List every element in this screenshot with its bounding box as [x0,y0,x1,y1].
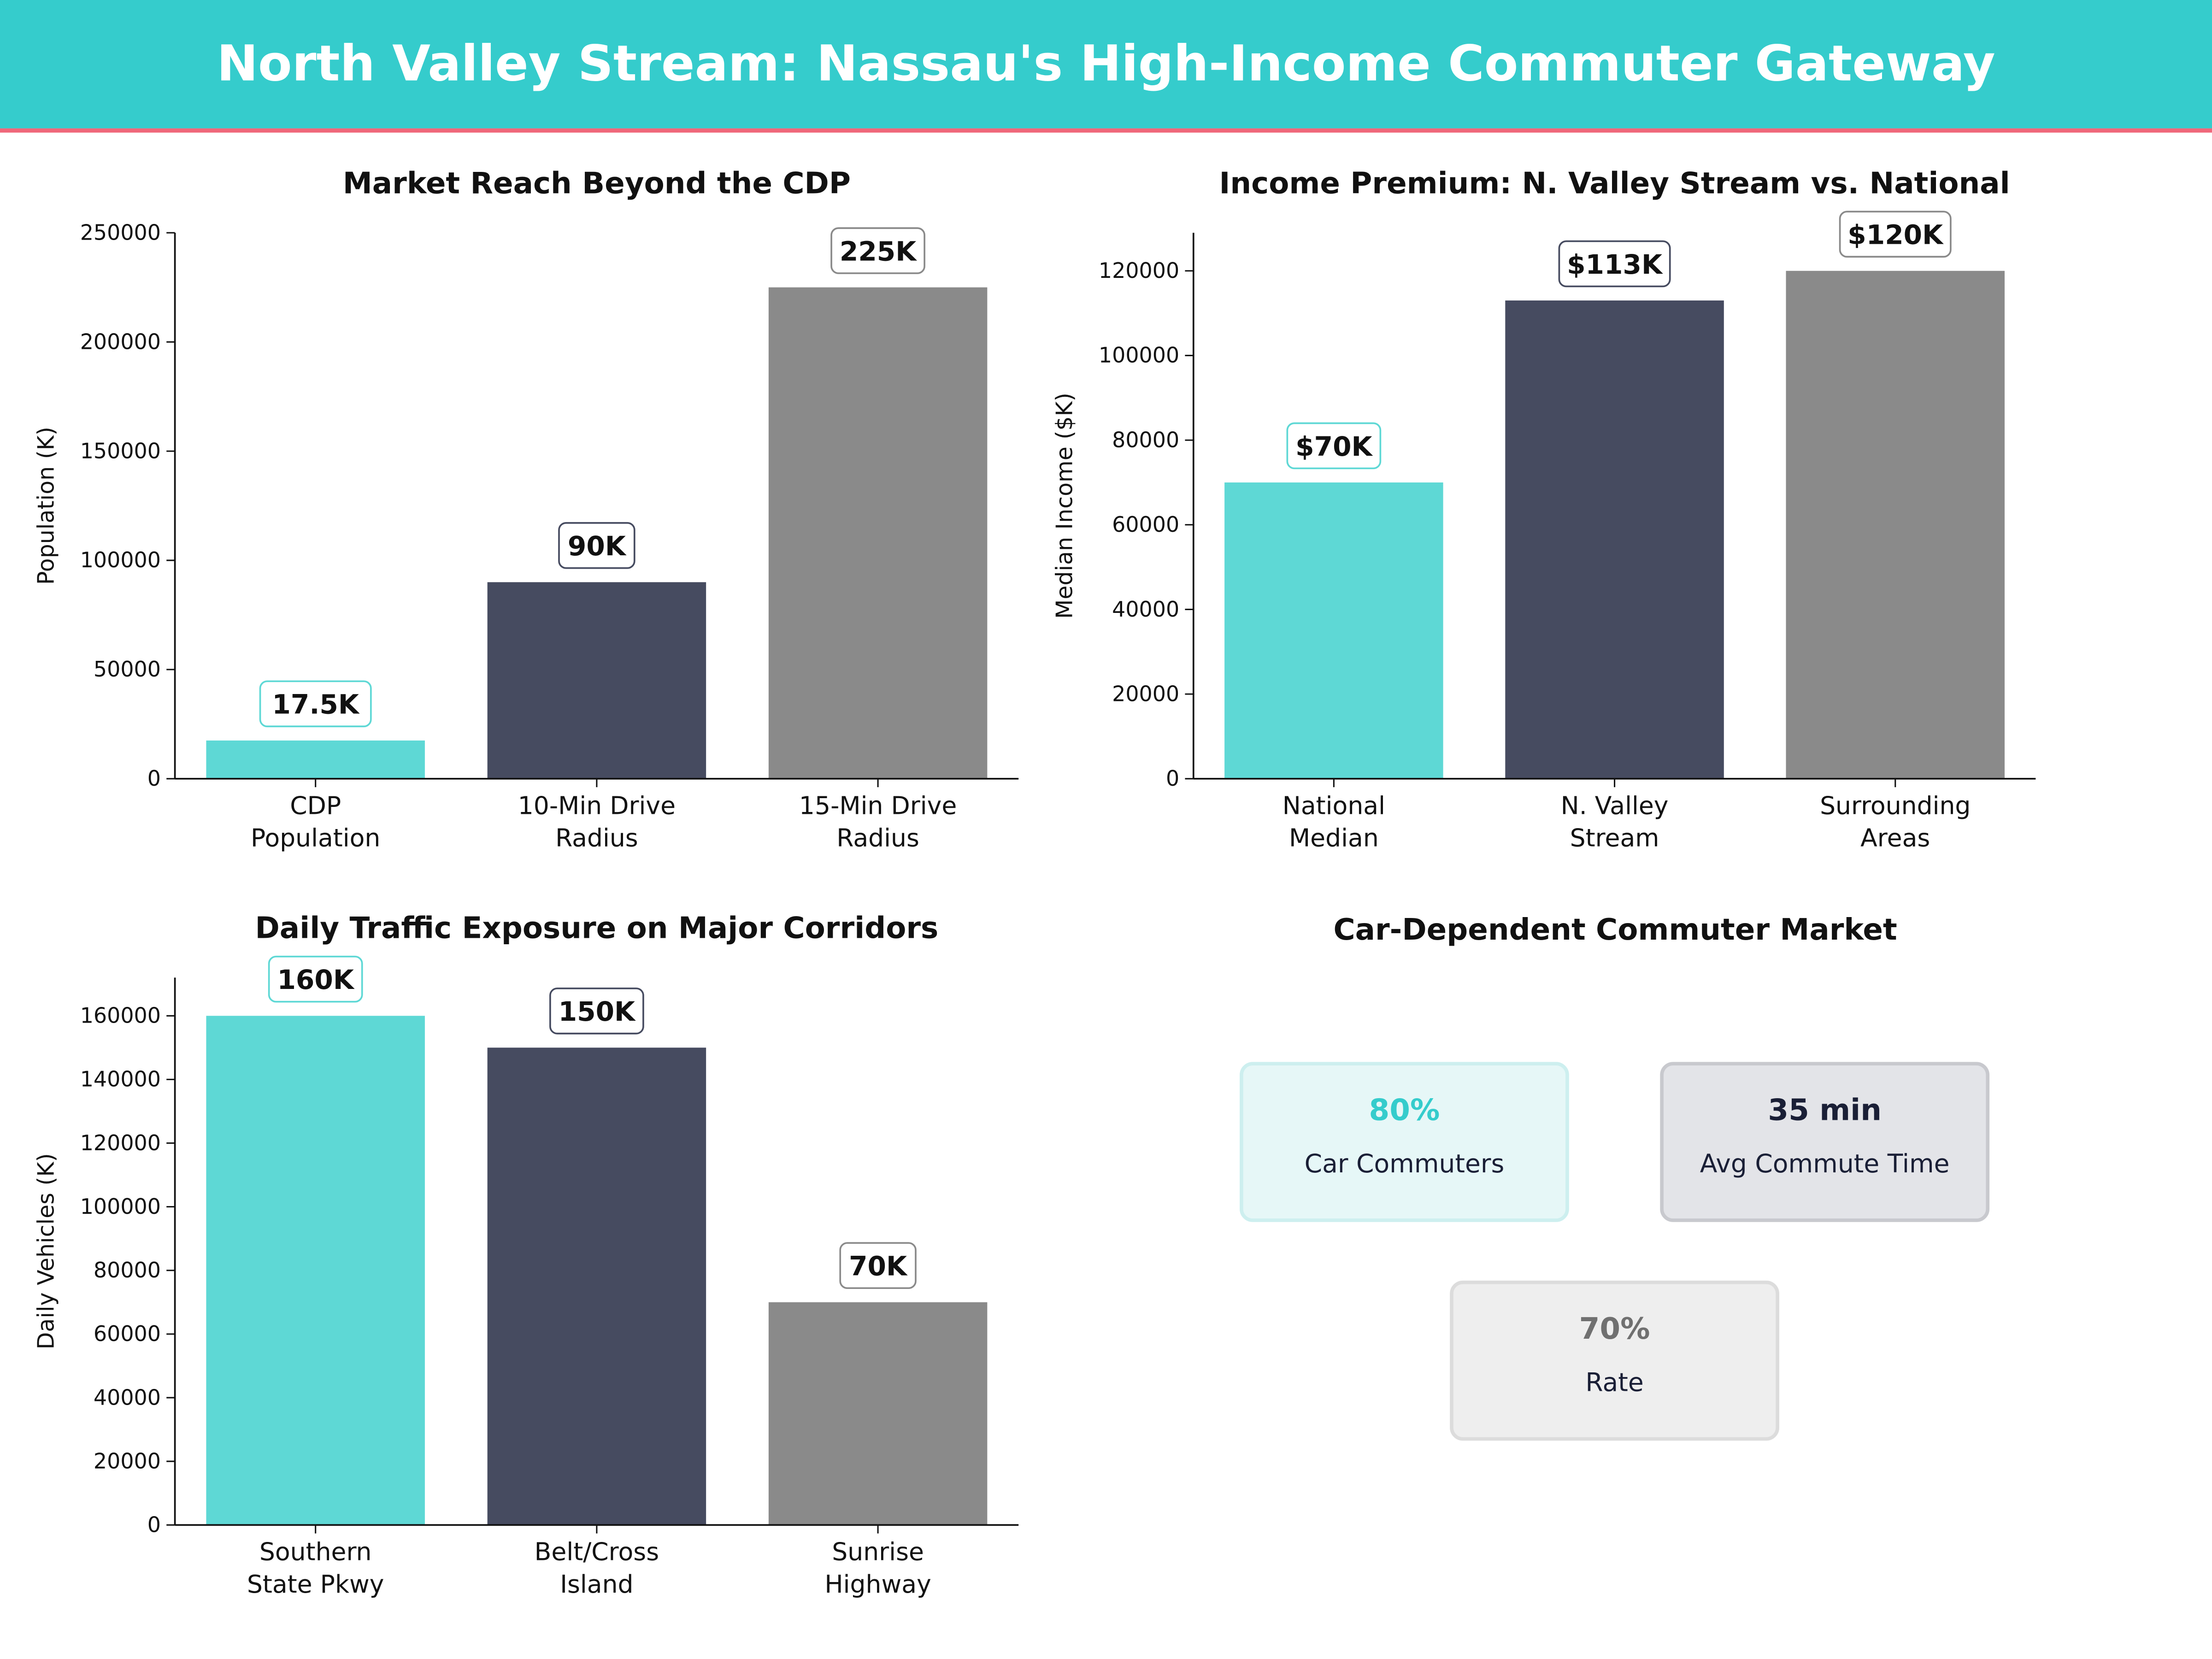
x-tick-label: 10-Min Drive [518,791,676,820]
y-tick-label: 50000 [94,657,161,682]
x-tick-label: Highway [824,1570,931,1599]
chart-traffic-exposure: Daily Traffic Exposure on Major Corridor… [33,911,1019,1599]
chart-title: Daily Traffic Exposure on Major Corridor… [255,911,938,946]
y-tick-label: 140000 [80,1067,161,1092]
x-tick-label: Radius [836,824,919,853]
y-tick-label: 20000 [1112,681,1179,706]
y-tick-label: 60000 [1112,512,1179,537]
bar [487,582,706,779]
x-tick-label: Population [251,824,380,853]
x-tick-label: National [1282,791,1385,820]
data-label: 70K [849,1251,908,1282]
data-label-box [259,680,372,728]
data-label-box [839,1242,917,1289]
bar [1505,300,1724,779]
kpi-card: 35 min Avg Commute Time [1660,1062,1990,1222]
y-tick-label: 100000 [80,547,161,572]
y-tick-label: 0 [1166,766,1179,791]
x-tick-label: Island [560,1570,633,1599]
x-tick-label: Stream [1570,824,1659,853]
kpi-card-bg [1660,1062,1990,1222]
y-tick-label: 100000 [1099,343,1179,368]
kpi-card: 80% Car Commuters [1240,1062,1569,1222]
y-tick-label: 250000 [80,220,161,245]
header-banner [0,0,2212,129]
kpi-label: Car Commuters [1305,1149,1505,1178]
bar [206,1016,425,1525]
x-tick-label: 15-Min Drive [799,791,957,820]
x-tick-label: Surrounding [1820,791,1971,820]
y-tick-label: 40000 [1112,597,1179,622]
data-label-box [1558,240,1671,288]
x-tick-label: Belt/Cross [535,1537,659,1566]
x-tick-label: Sunrise [832,1537,924,1566]
bar [768,287,988,779]
y-tick-label: 0 [147,766,161,791]
page-title: North Valley Stream: Nassau's High-Incom… [217,35,1995,92]
y-tick-label: 150000 [80,438,161,463]
y-tick-label: 100000 [80,1194,161,1219]
chart-income-premium: Income Premium: N. Valley Stream vs. Nat… [1052,166,2036,853]
data-label-box [268,955,363,1003]
y-tick-label: 80000 [1112,427,1179,452]
data-label-box [1839,211,1952,258]
y-tick-label: 40000 [94,1385,161,1410]
data-label-box [830,227,925,274]
kpi-value: 35 min [1768,1093,1882,1128]
data-label: $113K [1567,249,1663,280]
kpi-value: 80% [1369,1093,1440,1128]
bar [1224,482,1443,779]
chart-title: Income Premium: N. Valley Stream vs. Nat… [1219,166,2010,200]
x-tick-label: Median [1289,824,1379,853]
y-axis-label: Population (K) [33,427,59,585]
y-tick-label: 60000 [94,1321,161,1346]
chart-title: Market Reach Beyond the CDP [343,166,851,200]
kpi-panel: Car-Dependent Commuter Market 80% Car Com… [1240,912,1990,1441]
bar [487,1047,706,1525]
x-tick-label: Southern [259,1537,372,1566]
y-tick-label: 20000 [94,1448,161,1473]
data-label-box [549,987,644,1035]
data-label: 150K [559,996,636,1027]
kpi-card: 70% Rate [1450,1280,1779,1441]
data-label: $70K [1295,431,1373,462]
bar [1786,271,2005,779]
kpi-card-bg [1240,1062,1569,1222]
data-label: 160K [277,964,354,995]
data-label: 17.5K [272,689,359,720]
data-label: $120K [1847,219,1944,251]
chart-market-reach: Market Reach Beyond the CDP Population (K… [33,166,1019,853]
y-tick-label: 80000 [94,1258,161,1282]
y-axis-label: Daily Vehicles (K) [33,1153,59,1349]
kpi-label: Rate [1585,1367,1643,1397]
kpi-panel-title: Car-Dependent Commuter Market [1333,912,1897,947]
y-axis-label: Median Income ($K) [1052,393,1078,619]
x-tick-label: N. Valley [1561,791,1669,820]
y-tick-label: 160000 [80,1003,161,1028]
data-label: 90K [568,530,627,562]
kpi-label: Avg Commute Time [1700,1149,1950,1178]
data-label-box [1286,422,1382,470]
y-tick-label: 200000 [80,329,161,354]
kpi-card-bg [1450,1280,1779,1441]
bar [206,740,425,779]
x-tick-label: State Pkwy [247,1570,384,1599]
y-tick-label: 120000 [1099,258,1179,283]
header-accent-line [0,128,2212,133]
y-tick-label: 120000 [80,1130,161,1155]
x-tick-label: Radius [555,824,638,853]
data-label-box [558,522,635,569]
data-label: 225K [840,235,917,267]
y-tick-label: 0 [147,1512,161,1537]
kpi-value: 70% [1579,1312,1650,1346]
x-tick-label: CDP [290,791,341,820]
x-tick-label: Areas [1860,824,1930,853]
bar [768,1302,988,1525]
